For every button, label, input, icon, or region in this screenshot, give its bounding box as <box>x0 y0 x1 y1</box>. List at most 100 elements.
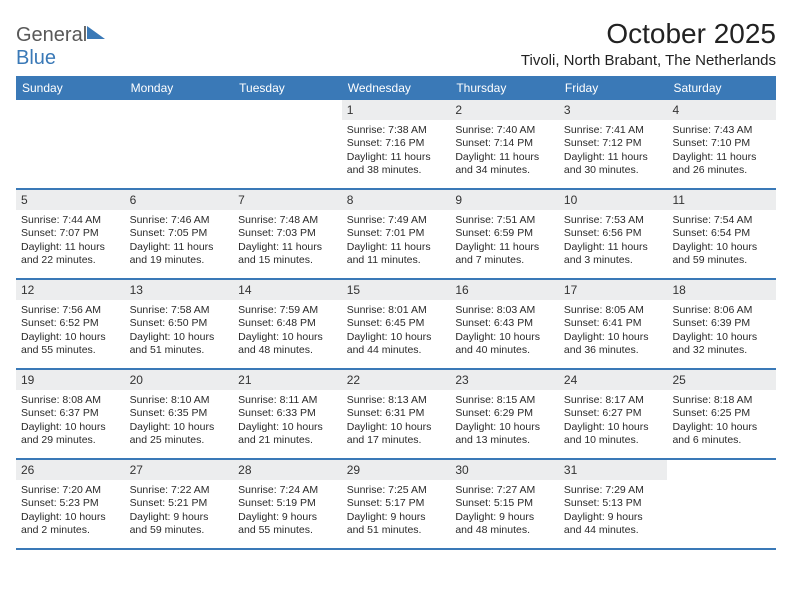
day-cell: 1Sunrise: 7:38 AMSunset: 7:16 PMDaylight… <box>342 100 451 188</box>
sunset-text: Sunset: 7:12 PM <box>564 137 663 150</box>
daylight-text: and 3 minutes. <box>564 254 663 267</box>
daylight-text: and 15 minutes. <box>238 254 337 267</box>
day-cell: 6Sunrise: 7:46 AMSunset: 7:05 PMDaylight… <box>125 190 234 278</box>
day-cell <box>16 100 125 188</box>
day-cell <box>125 100 234 188</box>
day-cell: 13Sunrise: 7:58 AMSunset: 6:50 PMDayligh… <box>125 280 234 368</box>
daylight-text: and 55 minutes. <box>238 524 337 537</box>
week-row: 26Sunrise: 7:20 AMSunset: 5:23 PMDayligh… <box>16 460 776 550</box>
sunrise-text: Sunrise: 8:06 AM <box>672 304 771 317</box>
triangle-icon <box>87 26 105 39</box>
sunset-text: Sunset: 6:39 PM <box>672 317 771 330</box>
sunset-text: Sunset: 6:56 PM <box>564 227 663 240</box>
daylight-text: Daylight: 10 hours <box>347 421 446 434</box>
sunrise-text: Sunrise: 7:40 AM <box>455 124 554 137</box>
day-cell: 30Sunrise: 7:27 AMSunset: 5:15 PMDayligh… <box>450 460 559 548</box>
day-cell: 15Sunrise: 8:01 AMSunset: 6:45 PMDayligh… <box>342 280 451 368</box>
day-cell: 26Sunrise: 7:20 AMSunset: 5:23 PMDayligh… <box>16 460 125 548</box>
daylight-text: and 38 minutes. <box>347 164 446 177</box>
daylight-text: and 29 minutes. <box>21 434 120 447</box>
day-number: 9 <box>450 190 559 210</box>
daylight-text: and 13 minutes. <box>455 434 554 447</box>
daylight-text: Daylight: 10 hours <box>672 421 771 434</box>
sunset-text: Sunset: 6:41 PM <box>564 317 663 330</box>
daylight-text: and 25 minutes. <box>130 434 229 447</box>
day-number: 21 <box>233 370 342 390</box>
day-number: 6 <box>125 190 234 210</box>
day-number: 22 <box>342 370 451 390</box>
daylight-text: Daylight: 11 hours <box>455 241 554 254</box>
day-cell: 3Sunrise: 7:41 AMSunset: 7:12 PMDaylight… <box>559 100 668 188</box>
month-title: October 2025 <box>521 18 776 50</box>
sunset-text: Sunset: 5:13 PM <box>564 497 663 510</box>
sunset-text: Sunset: 6:54 PM <box>672 227 771 240</box>
header: GeneralBlue October 2025 Tivoli, North B… <box>16 18 776 70</box>
daylight-text: and 32 minutes. <box>672 344 771 357</box>
day-number: 26 <box>16 460 125 480</box>
sunrise-text: Sunrise: 8:11 AM <box>238 394 337 407</box>
daylight-text: Daylight: 9 hours <box>130 511 229 524</box>
day-number: 18 <box>667 280 776 300</box>
sunrise-text: Sunrise: 8:17 AM <box>564 394 663 407</box>
day-number: 20 <box>125 370 234 390</box>
daylight-text: Daylight: 11 hours <box>238 241 337 254</box>
sunset-text: Sunset: 6:31 PM <box>347 407 446 420</box>
day-cell: 17Sunrise: 8:05 AMSunset: 6:41 PMDayligh… <box>559 280 668 368</box>
sunrise-text: Sunrise: 7:44 AM <box>21 214 120 227</box>
daylight-text: and 40 minutes. <box>455 344 554 357</box>
title-block: October 2025 Tivoli, North Brabant, The … <box>521 18 776 69</box>
day-cell: 19Sunrise: 8:08 AMSunset: 6:37 PMDayligh… <box>16 370 125 458</box>
daylight-text: Daylight: 11 hours <box>21 241 120 254</box>
brand-part2: Blue <box>16 47 56 69</box>
day-cell: 27Sunrise: 7:22 AMSunset: 5:21 PMDayligh… <box>125 460 234 548</box>
day-cell <box>667 460 776 548</box>
day-number: 2 <box>450 100 559 120</box>
sunset-text: Sunset: 6:25 PM <box>672 407 771 420</box>
sunrise-text: Sunrise: 8:15 AM <box>455 394 554 407</box>
day-number: 12 <box>16 280 125 300</box>
day-number: 11 <box>667 190 776 210</box>
brand-text: GeneralBlue <box>16 24 105 70</box>
sunset-text: Sunset: 6:35 PM <box>130 407 229 420</box>
daylight-text: and 2 minutes. <box>21 524 120 537</box>
sunrise-text: Sunrise: 8:08 AM <box>21 394 120 407</box>
sunrise-text: Sunrise: 7:54 AM <box>672 214 771 227</box>
day-header: Monday <box>125 76 234 100</box>
daylight-text: and 19 minutes. <box>130 254 229 267</box>
daylight-text: Daylight: 10 hours <box>564 331 663 344</box>
brand-part1: General <box>16 24 87 46</box>
sunrise-text: Sunrise: 7:24 AM <box>238 484 337 497</box>
daylight-text: Daylight: 10 hours <box>238 331 337 344</box>
daylight-text: Daylight: 11 hours <box>130 241 229 254</box>
day-cell: 4Sunrise: 7:43 AMSunset: 7:10 PMDaylight… <box>667 100 776 188</box>
calendar: SundayMondayTuesdayWednesdayThursdayFrid… <box>16 76 776 550</box>
daylight-text: Daylight: 10 hours <box>672 241 771 254</box>
sunrise-text: Sunrise: 7:22 AM <box>130 484 229 497</box>
day-number: 17 <box>559 280 668 300</box>
day-number: 7 <box>233 190 342 210</box>
daylight-text: and 7 minutes. <box>455 254 554 267</box>
page: GeneralBlue October 2025 Tivoli, North B… <box>0 0 792 550</box>
daylight-text: Daylight: 11 hours <box>347 151 446 164</box>
day-header: Wednesday <box>342 76 451 100</box>
sunset-text: Sunset: 7:14 PM <box>455 137 554 150</box>
day-cell <box>233 100 342 188</box>
day-cell: 23Sunrise: 8:15 AMSunset: 6:29 PMDayligh… <box>450 370 559 458</box>
daylight-text: and 17 minutes. <box>347 434 446 447</box>
day-cell: 8Sunrise: 7:49 AMSunset: 7:01 PMDaylight… <box>342 190 451 278</box>
day-cell: 9Sunrise: 7:51 AMSunset: 6:59 PMDaylight… <box>450 190 559 278</box>
day-number: 10 <box>559 190 668 210</box>
daylight-text: and 30 minutes. <box>564 164 663 177</box>
daylight-text: and 48 minutes. <box>238 344 337 357</box>
daylight-text: Daylight: 9 hours <box>347 511 446 524</box>
sunrise-text: Sunrise: 7:41 AM <box>564 124 663 137</box>
daylight-text: Daylight: 10 hours <box>672 331 771 344</box>
sunset-text: Sunset: 6:45 PM <box>347 317 446 330</box>
sunrise-text: Sunrise: 7:53 AM <box>564 214 663 227</box>
sunset-text: Sunset: 6:50 PM <box>130 317 229 330</box>
daylight-text: Daylight: 11 hours <box>672 151 771 164</box>
sunset-text: Sunset: 7:10 PM <box>672 137 771 150</box>
day-number: 5 <box>16 190 125 210</box>
brand-logo: GeneralBlue <box>16 18 105 70</box>
sunrise-text: Sunrise: 7:46 AM <box>130 214 229 227</box>
